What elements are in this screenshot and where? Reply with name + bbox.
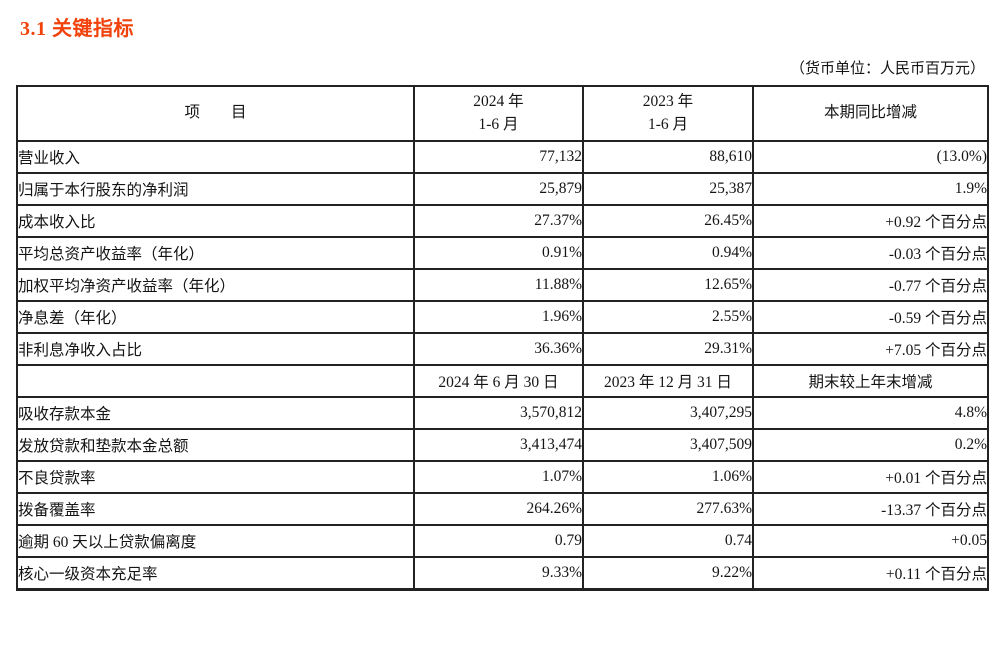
row-label: 成本收入比 (16, 204, 415, 238)
value-change: +0.01 个百分点 (752, 460, 989, 494)
row-label: 拨备覆盖率 (16, 492, 415, 526)
table-row: 发放贷款和垫款本金总额 3,413,474 3,407,509 0.2% (16, 428, 989, 462)
row-label: 净息差（年化） (16, 300, 415, 334)
value-change: -13.37 个百分点 (752, 492, 989, 526)
value-2024: 3,570,812 (413, 396, 584, 430)
section-title: 3.1 关键指标 (20, 18, 134, 40)
row-label: 归属于本行股东的净利润 (16, 172, 415, 206)
value-change: 1.9% (752, 172, 989, 206)
header-2023-months: 1-6 月 (647, 115, 689, 133)
header-2024-period: 2024 年 1-6 月 (413, 85, 584, 142)
header-2023-date: 2023 年 12 月 31 日 (582, 364, 754, 398)
currency-unit-note: （货币单位：人民币百万元） (789, 61, 985, 77)
header-2023-year: 2023 年 (642, 93, 694, 111)
value-2024: 27.37% (413, 204, 584, 238)
value-2024: 11.88% (413, 268, 584, 302)
value-change: +0.92 个百分点 (752, 204, 989, 238)
table-row: 非利息净收入占比 36.36% 29.31% +7.05 个百分点 (16, 332, 989, 366)
value-2024: 36.36% (413, 332, 584, 366)
table-row: 吸收存款本金 3,570,812 3,407,295 4.8% (16, 396, 989, 430)
header-item-empty (16, 364, 415, 398)
table-row: 成本收入比 27.37% 26.45% +0.92 个百分点 (16, 204, 989, 238)
value-change: +7.05 个百分点 (752, 332, 989, 366)
header-yoy-change: 本期同比增减 (752, 85, 989, 142)
row-label: 逾期 60 天以上贷款偏离度 (16, 524, 415, 558)
value-change: 0.2% (752, 428, 989, 462)
value-2023: 3,407,509 (582, 428, 754, 462)
row-label: 非利息净收入占比 (16, 332, 415, 366)
value-2023: 9.22% (582, 556, 754, 591)
row-label: 平均总资产收益率（年化） (16, 236, 415, 270)
value-2024: 77,132 (413, 140, 584, 174)
value-change: -0.77 个百分点 (752, 268, 989, 302)
table-row: 拨备覆盖率 264.26% 277.63% -13.37 个百分点 (16, 492, 989, 526)
table-row: 加权平均净资产收益率（年化） 11.88% 12.65% -0.77 个百分点 (16, 268, 989, 302)
row-label: 核心一级资本充足率 (16, 556, 415, 591)
value-2024: 9.33% (413, 556, 584, 591)
value-2024: 0.79 (413, 524, 584, 558)
header-2024-months: 1-6 月 (478, 115, 519, 133)
table-header-balance: 2024 年 6 月 30 日 2023 年 12 月 31 日 期末较上年末增… (16, 364, 989, 398)
value-2024: 0.91% (413, 236, 584, 270)
value-change: (13.0%) (752, 140, 989, 174)
value-change: +0.11 个百分点 (752, 556, 989, 591)
value-2024: 25,879 (413, 172, 584, 206)
value-2024: 1.07% (413, 460, 584, 494)
table-row: 核心一级资本充足率 9.33% 9.22% +0.11 个百分点 (16, 556, 989, 591)
row-label: 营业收入 (16, 140, 415, 174)
value-2023: 3,407,295 (582, 396, 754, 430)
key-indicators-table: 项 目 2024 年 1-6 月 2023 年 1-6 月 本期同比增减 营业收… (16, 85, 989, 591)
header-2024-year: 2024 年 (473, 93, 524, 111)
value-2023: 25,387 (582, 172, 754, 206)
value-2023: 2.55% (582, 300, 754, 334)
header-ytd-change: 期末较上年末增减 (752, 364, 989, 398)
value-2023: 29.31% (582, 332, 754, 366)
table-header-period: 项 目 2024 年 1-6 月 2023 年 1-6 月 本期同比增减 (16, 85, 989, 142)
value-change: -0.59 个百分点 (752, 300, 989, 334)
row-label: 吸收存款本金 (16, 396, 415, 430)
table-row: 逾期 60 天以上贷款偏离度 0.79 0.74 +0.05 (16, 524, 989, 558)
value-2023: 0.74 (582, 524, 754, 558)
table-row: 平均总资产收益率（年化） 0.91% 0.94% -0.03 个百分点 (16, 236, 989, 270)
row-label: 发放贷款和垫款本金总额 (16, 428, 415, 462)
value-2023: 1.06% (582, 460, 754, 494)
header-2024-date: 2024 年 6 月 30 日 (413, 364, 584, 398)
table-row: 不良贷款率 1.07% 1.06% +0.01 个百分点 (16, 460, 989, 494)
value-2023: 88,610 (582, 140, 754, 174)
value-2024: 3,413,474 (413, 428, 584, 462)
value-2023: 26.45% (582, 204, 754, 238)
row-label: 不良贷款率 (16, 460, 415, 494)
header-2023-period: 2023 年 1-6 月 (582, 85, 754, 142)
table-row: 净息差（年化） 1.96% 2.55% -0.59 个百分点 (16, 300, 989, 334)
table-row: 营业收入 77,132 88,610 (13.0%) (16, 140, 989, 174)
value-2024: 1.96% (413, 300, 584, 334)
value-2023: 12.65% (582, 268, 754, 302)
table-row: 归属于本行股东的净利润 25,879 25,387 1.9% (16, 172, 989, 206)
value-change: -0.03 个百分点 (752, 236, 989, 270)
value-change: 4.8% (752, 396, 989, 430)
row-label: 加权平均净资产收益率（年化） (16, 268, 415, 302)
value-2023: 277.63% (582, 492, 754, 526)
value-change: +0.05 (752, 524, 989, 558)
header-item: 项 目 (16, 85, 415, 142)
value-2024: 264.26% (413, 492, 584, 526)
value-2023: 0.94% (582, 236, 754, 270)
